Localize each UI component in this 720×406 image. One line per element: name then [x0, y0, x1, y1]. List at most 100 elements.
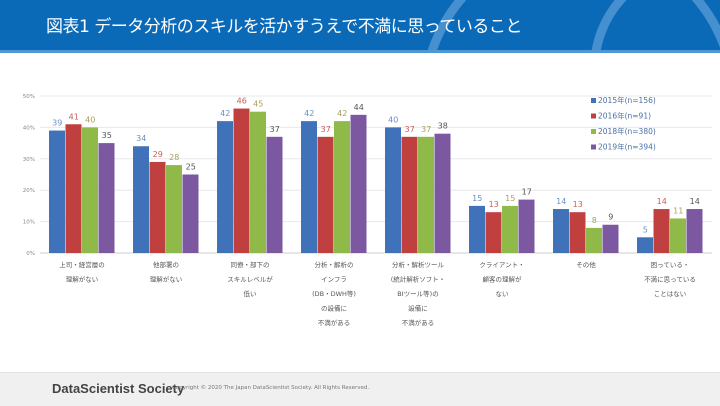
bar: [233, 108, 250, 253]
data-label: 44: [354, 103, 364, 112]
data-label: 37: [421, 125, 431, 134]
y-tick-label: 10%: [23, 220, 35, 226]
bar: [569, 212, 586, 253]
y-tick-label: 40%: [23, 125, 35, 131]
x-category-label: インフラ: [321, 276, 347, 284]
header-banner: 図表1 データ分析のスキルを活かすうえで不満に思っていること: [0, 0, 720, 50]
x-category-label: クライアント・: [479, 261, 524, 269]
bar: [350, 114, 367, 253]
bar: [686, 209, 703, 253]
data-label: 40: [388, 115, 398, 124]
data-label: 25: [186, 163, 196, 172]
x-category-label: 他部署の: [153, 260, 179, 269]
y-tick-label: 0%: [26, 251, 35, 257]
bar: [418, 136, 434, 253]
data-label: 11: [673, 206, 683, 215]
data-label: 37: [405, 125, 415, 134]
x-category-label: 困っている・: [651, 261, 690, 269]
x-category-label: ない: [496, 290, 509, 298]
bar: [670, 218, 686, 253]
page-title: 図表1 データ分析のスキルを活かすうえで不満に思っていること: [46, 17, 522, 37]
data-label: 38: [438, 122, 448, 131]
bar: [301, 121, 317, 254]
legend-swatch: [591, 144, 596, 150]
x-category-label: BIツール等)の: [397, 289, 438, 298]
x-category-label: ことはない: [654, 290, 687, 298]
data-label: 17: [522, 188, 532, 197]
bar: [518, 199, 535, 253]
data-label: 13: [489, 200, 499, 209]
legend-label: 2015年(n=156): [598, 95, 656, 105]
bar: [485, 212, 502, 253]
bar: [217, 121, 233, 254]
legend-label: 2016年(n=91): [598, 111, 651, 121]
x-category-label: その他: [576, 260, 596, 269]
data-label: 35: [102, 131, 112, 140]
bar: [401, 136, 418, 253]
x-category-label: 設備に: [408, 304, 428, 313]
data-label: 28: [169, 153, 179, 162]
data-label: 14: [556, 197, 566, 206]
bar: [586, 227, 602, 253]
data-label: 13: [573, 200, 583, 209]
x-category-label: (統計解析ソフト・: [391, 275, 446, 284]
footer: DataScientist Society Copyright © 2020 T…: [0, 372, 720, 406]
x-category-label: 理解がない: [150, 275, 183, 284]
data-label: 39: [52, 119, 62, 128]
data-label: 8: [592, 216, 597, 225]
x-category-label: 上司・経営層の: [59, 260, 105, 269]
legend-label: 2019年(n=394): [598, 142, 656, 152]
bar: [502, 205, 518, 253]
x-category-label: 分析・解析の: [315, 260, 354, 269]
x-category-label: 不満がある: [318, 318, 351, 327]
data-label: 29: [153, 150, 163, 159]
bar: [49, 130, 65, 253]
bar: [82, 127, 98, 253]
legend-swatch: [591, 113, 596, 119]
bar: [266, 136, 283, 253]
data-label: 46: [237, 97, 247, 106]
bar: [133, 146, 149, 253]
data-label: 14: [690, 197, 700, 206]
data-label: 14: [657, 197, 667, 206]
bar: [334, 121, 350, 254]
bar: [182, 174, 199, 253]
data-label: 42: [337, 109, 347, 118]
x-category-label: 低い: [244, 289, 257, 298]
legend-swatch: [591, 98, 596, 103]
bar: [602, 224, 619, 253]
bar: [434, 133, 451, 253]
bar: [469, 205, 485, 253]
bar: [98, 143, 115, 253]
brand-logo: DataScientist Society: [52, 381, 185, 396]
copyright-text: Copyright © 2020 The Japan DataScientist…: [172, 385, 370, 391]
bar: [250, 111, 266, 253]
data-label: 37: [321, 125, 331, 134]
data-label: 15: [505, 194, 515, 203]
x-category-label: 不満に思っている: [644, 276, 696, 284]
x-category-label: 分析・解析ツール: [392, 260, 445, 269]
bar: [149, 161, 166, 253]
data-label: 42: [220, 109, 230, 118]
x-category-label: の設備に: [321, 304, 347, 313]
bar: [166, 165, 182, 253]
data-label: 15: [472, 194, 482, 203]
header-divider: [0, 50, 720, 53]
bar: [653, 209, 670, 253]
data-label: 42: [304, 109, 314, 118]
data-label: 5: [643, 225, 648, 234]
bar: [385, 127, 401, 253]
data-label: 45: [253, 100, 263, 109]
x-category-label: 同僚・部下の: [231, 260, 270, 269]
legend-label: 2018年(n=380): [598, 126, 656, 136]
y-tick-label: 30%: [23, 157, 35, 163]
legend-swatch: [591, 129, 596, 134]
data-label: 34: [136, 134, 146, 143]
bar: [65, 124, 82, 253]
bar: [553, 209, 569, 253]
bar: [637, 237, 653, 253]
x-category-label: 顧客の理解が: [483, 275, 523, 284]
x-category-label: (DB・DWH等): [312, 289, 356, 298]
data-label: 40: [85, 115, 95, 124]
